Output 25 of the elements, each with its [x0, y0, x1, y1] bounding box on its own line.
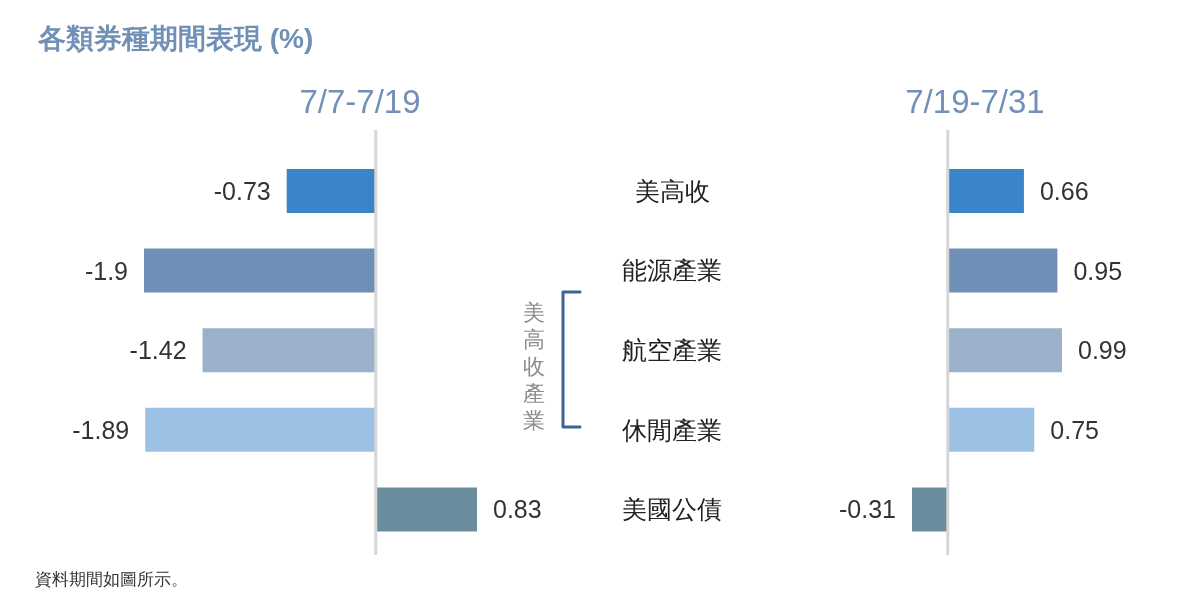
data-label: -1.89 [72, 415, 130, 444]
text: 美高收產業 [522, 299, 545, 434]
bar [947, 169, 1024, 213]
text: 資料期間如圖所示。 [35, 569, 188, 591]
data-label: -0.31 [839, 495, 896, 524]
bar [947, 407, 1035, 452]
data-label: -1.9 [84, 256, 128, 285]
data-label: 0.99 [1078, 336, 1127, 365]
y-tick-label: 美國公債 [622, 495, 722, 524]
chart-subtitle: 7/7-7/19 [298, 82, 422, 122]
bar [912, 487, 948, 532]
y-tick-label: 航空產業 [622, 336, 722, 364]
data-label: -1.42 [129, 336, 187, 365]
data-label: 0.75 [1050, 415, 1099, 444]
data-label: 0.66 [1039, 177, 1089, 205]
bar [947, 328, 1062, 373]
chart-title: 各類券種期間表現 (%) [38, 22, 314, 56]
data-label: 0.83 [493, 495, 542, 524]
y-tick-label: 能源產業 [622, 256, 722, 285]
data-label: -0.73 [213, 177, 271, 205]
chart-subtitle: 7/19-7/31 [904, 82, 1046, 122]
data-label: 0.95 [1073, 256, 1123, 285]
y-tick-label: 美高收 [634, 176, 710, 205]
bar [947, 248, 1058, 293]
y-tick-label: 休閒產業 [622, 415, 722, 444]
